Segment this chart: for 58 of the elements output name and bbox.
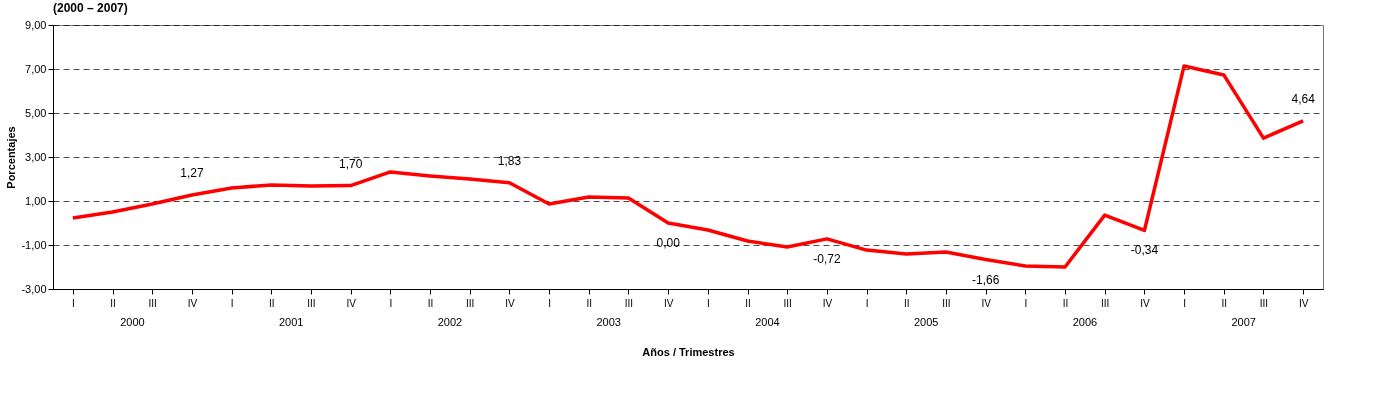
x-tick-label: I [230, 297, 234, 309]
x-axis-title: Años / Trimestres [642, 345, 735, 358]
data-label: -1,66 [971, 272, 1000, 287]
text: 2002 [437, 316, 463, 328]
x-tick-label: I [389, 297, 393, 309]
data-label: -0,72 [813, 251, 841, 266]
text: 2003 [596, 316, 621, 328]
x-tick-label: II [1062, 297, 1069, 309]
data-label: 1,83 [497, 153, 522, 168]
x-tick-label: I [706, 297, 710, 309]
y-tick-label: 3,00 [25, 150, 47, 163]
x-tick-label: I [548, 297, 551, 309]
x-tick-label: III [466, 297, 475, 309]
chart-title: (2000 – 2007) [53, 1, 128, 15]
y-tick-label: 7,00 [25, 62, 47, 75]
x-tick-label: III [148, 297, 157, 309]
x-tick-label: III [307, 297, 316, 309]
x-tick-label: I [71, 297, 75, 309]
x-tick-label: I [1024, 297, 1028, 309]
y-tick-label: 5,00 [25, 106, 47, 119]
data-label: 0,00 [656, 236, 681, 250]
x-tick-label: II [110, 297, 116, 309]
x-tick-label: II [1221, 297, 1228, 309]
text: 2004 [755, 316, 780, 328]
x-tick-label: II [269, 297, 275, 309]
x-tick-label: IV [1298, 297, 1309, 309]
x-tick-label: I [865, 297, 869, 309]
x-tick-label: II [745, 297, 751, 309]
x-tick-label: IV [981, 297, 992, 309]
y-tick-label: 1,00 [25, 194, 47, 207]
data-label: 4,64 [1291, 91, 1316, 106]
x-tick-label: IV [663, 297, 674, 309]
y-tick-label: -1,00 [21, 238, 47, 251]
x-tick-label: IV [1140, 297, 1150, 309]
text: 2006 [1072, 316, 1098, 328]
x-tick-label: I [1183, 297, 1186, 309]
x-tick-label: II [904, 297, 910, 309]
x-tick-label: IV [822, 297, 833, 309]
text: 2007 [1231, 316, 1256, 328]
y-axis-title: Porcentajes [5, 126, 18, 189]
y-tick-label: 9,00 [25, 18, 47, 31]
x-tick-label: III [783, 297, 792, 309]
y-tick-label: -3,00 [21, 282, 47, 295]
x-tick-label: III [624, 297, 634, 309]
data-label: 1,70 [338, 156, 363, 171]
data-label: 1,27 [180, 166, 204, 181]
x-tick-label: III [1259, 297, 1269, 309]
x-tick-label: IV [505, 297, 515, 309]
text: 2001 [278, 316, 304, 328]
text: 2005 [913, 316, 939, 328]
x-tick-label: IV [187, 297, 198, 309]
text: 2000 [120, 316, 145, 328]
data-label: -0,34 [1130, 243, 1159, 258]
x-tick-label: II [427, 297, 434, 309]
x-tick-label: III [1101, 297, 1110, 309]
x-tick-label: IV [346, 297, 357, 309]
x-tick-label: III [942, 297, 951, 309]
x-tick-label: II [586, 297, 593, 309]
